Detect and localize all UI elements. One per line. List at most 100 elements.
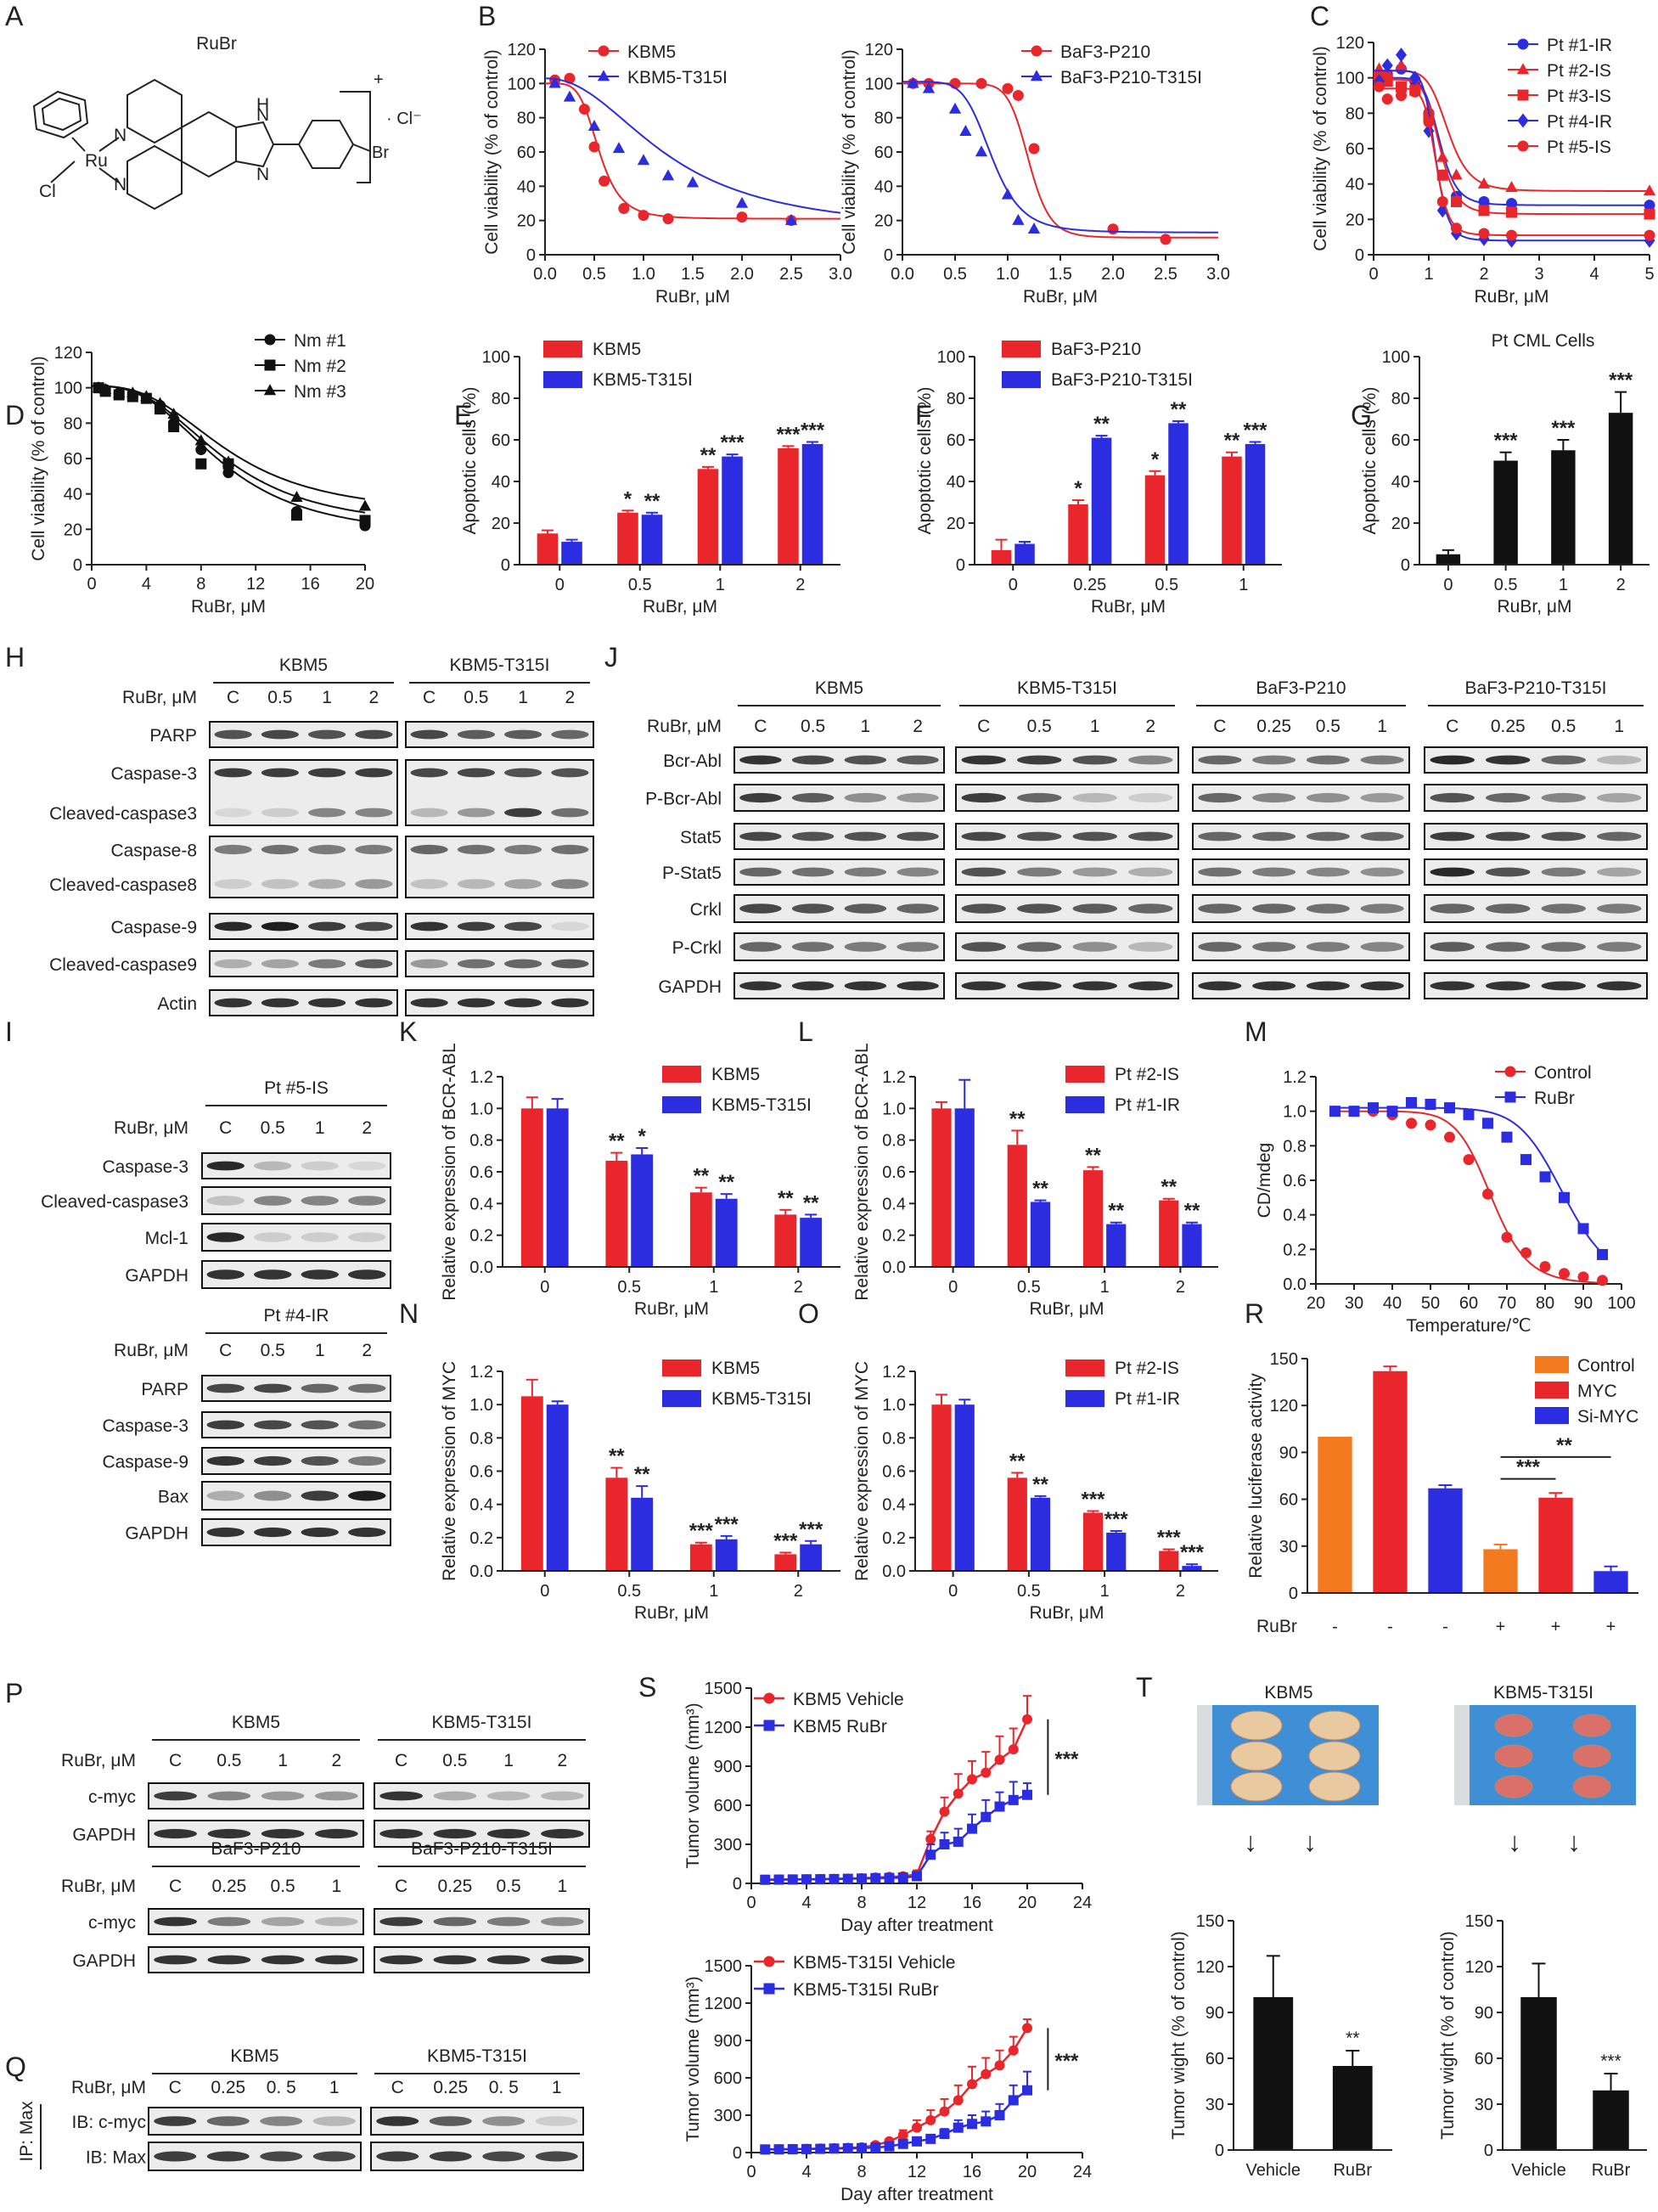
y-tick-label: 1.0 [469,1396,493,1415]
x-tick-label: 2 [1479,265,1488,284]
x-tick-label: 0 [540,1278,549,1297]
lane-label: 0.5 [442,1751,467,1770]
data-point [1022,1714,1032,1725]
legend-label: BaF3-P210-T315I [1051,370,1193,390]
y-tick-label: 0.2 [469,1529,493,1548]
data-point [1505,181,1518,193]
x-tick-label: 1 [1100,1278,1110,1297]
band [504,879,542,889]
x-tick-label: 1 [709,1278,718,1297]
significance-mark: *** [1243,419,1267,442]
data-point [870,2142,881,2153]
band [206,1269,244,1280]
significance-mark: ** [609,1130,625,1153]
data-point [195,444,207,456]
significance-mark: ** [1556,1434,1572,1457]
x-tick-label: 8 [196,575,205,594]
y-tick-label: 60 [1346,140,1364,159]
bar [561,542,582,565]
band [1128,942,1173,952]
band [348,1196,386,1206]
blot-group-title: BaF3-P210 [1256,678,1346,698]
data-point [1423,116,1435,128]
data-point [1381,93,1393,105]
lane-label: 0.5 [801,717,825,736]
x-axis-label: RuBr, μM [1498,597,1572,616]
significance-mark: ** [693,1165,709,1188]
x-tick-label: 60 [1459,1294,1478,1313]
panel-letter-R: R [1245,1298,1264,1329]
x-tick-label: 40 [1383,1294,1402,1313]
x-tick-label: 100 [1607,1294,1635,1313]
band [214,921,252,932]
band [961,981,1006,991]
panel-S1: S 0 300 600 900 1200 1500 0 4 8 12 16 20 24 Day after … [638,1672,1092,1935]
band [551,844,589,855]
lane-label: C [219,1341,232,1360]
bar [1593,1571,1628,1593]
x-tick-label: 16 [301,575,319,594]
band [308,844,346,855]
significance-mark: ** [700,444,717,467]
lane-label: 1 [315,1118,325,1138]
band [739,755,782,765]
band [1486,831,1531,841]
blot-group-title: KBM5-T315I [1017,678,1117,698]
band [1306,981,1350,991]
lane-label: 0. 5 [267,2078,296,2097]
lane-label: C [395,1877,407,1896]
band [482,2116,526,2126]
y-tick-label: 80 [874,110,893,128]
significance-mark: *** [773,1529,798,1552]
band [896,981,939,991]
counter-ion-label: · Cl⁻ [386,110,422,128]
y-tick-label: 20 [1346,211,1364,229]
panel-C: C 0 20 40 60 80 100 120 0 1 2 3 4 5 RuBr, μM Cell viabi… [1310,1,1656,307]
lane-label: 1 [552,2078,562,2097]
data-point [967,1823,977,1834]
significance-mark: ** [803,1191,819,1214]
bar [1182,1566,1202,1571]
x-tick-label: 0 [948,1582,958,1601]
data-point [994,1754,1005,1765]
tumor [1572,1744,1611,1768]
panel-L: L ** ** ** Pt #2-IS ** ** ** Pt #1-IR 0.0 0.2 0.4 0.… [798,1016,1218,1319]
band [1486,942,1531,952]
band [154,1828,197,1839]
legend-marker [1517,140,1529,152]
significance-mark: *** [799,1518,823,1541]
significance-mark: *** [1104,1508,1129,1531]
compound-title: RuBr [196,34,237,53]
band [308,959,346,969]
data-point [1160,234,1172,245]
data-point [1477,177,1491,189]
band [1306,942,1350,952]
y-tick-label: 0 [73,556,82,575]
y-tick-label: 0.2 [1283,1241,1307,1259]
data-point [618,203,630,215]
tumor [1494,1714,1533,1737]
band [1541,831,1586,841]
band [154,1917,197,1927]
y-tick-label: 900 [714,2032,742,2051]
band [535,2116,578,2126]
x-axis-label: Day after treatment [840,1916,993,1935]
band [1541,867,1586,877]
legend-swatch [1002,341,1041,357]
y-tick-label: 0.4 [1283,1207,1307,1225]
x-tick-label: 24 [1073,1894,1092,1912]
y-tick-label: 300 [714,1836,742,1855]
y-tick-label: 1.2 [1283,1068,1307,1087]
phenyl-ring [297,120,355,169]
y-tick-label: 30 [1279,1538,1298,1556]
band [261,768,299,778]
legend-marker [264,359,276,371]
legend-swatch [1535,1356,1569,1373]
data-point [994,2110,1005,2120]
bar [1245,443,1266,565]
band [896,831,939,841]
protein-label: c-myc [88,1787,136,1807]
y-tick-label: 1.2 [882,1068,906,1087]
x-axis-label: RuBr, μM [1091,597,1166,616]
